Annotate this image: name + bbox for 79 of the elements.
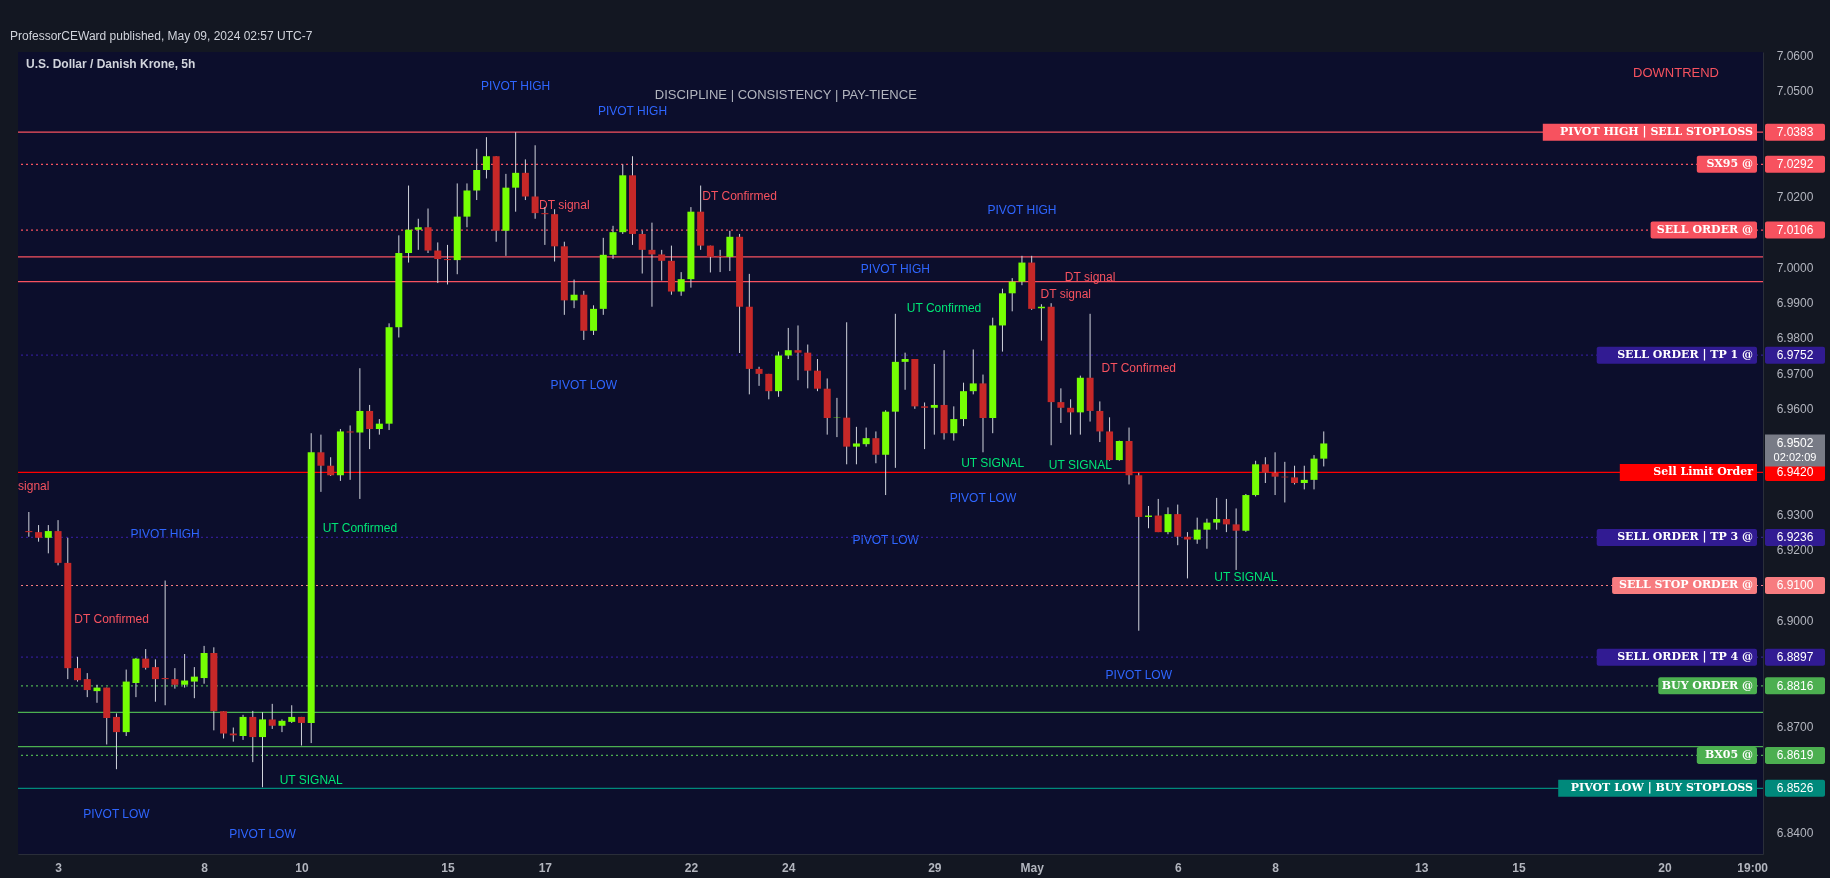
annotation: signal	[18, 478, 50, 493]
annotation: DT Confirmed	[74, 611, 149, 626]
y-tick-label: 6.9600	[1776, 401, 1814, 416]
x-tick-label: 6	[1174, 860, 1182, 875]
y-tick-label: 6.8897	[1776, 650, 1814, 665]
y-tick-label: 7.0500	[1776, 83, 1814, 98]
annotation: DT signal	[1064, 269, 1116, 284]
ref-line-label: BUY ORDER @	[1661, 678, 1753, 692]
annotation: DISCIPLINE | CONSISTENCY | PAY-TIENCE	[654, 87, 918, 102]
ref-line-label: SELL ORDER | TP 1 @	[1617, 348, 1753, 362]
x-tick-label: 10	[295, 860, 309, 875]
y-tick-label: 6.9100	[1776, 578, 1814, 593]
y-tick-label: 7.0106	[1776, 223, 1814, 238]
y-tick-label: 6.8619	[1776, 748, 1814, 763]
x-tick-label: 22	[684, 860, 699, 875]
x-tick-label: 15	[1512, 860, 1526, 875]
y-tick-label: 6.9236	[1776, 530, 1814, 545]
y-tick-label: 6.8700	[1776, 719, 1814, 734]
y-tick-label: 6.8526	[1776, 781, 1814, 796]
y-tick-label: 6.9700	[1776, 366, 1814, 381]
text: 02:02:09	[1773, 451, 1817, 464]
y-tick-label: 6.9000	[1776, 613, 1814, 628]
y-tick-label: 7.0600	[1776, 48, 1814, 63]
y-tick-label: 6.9300	[1776, 507, 1814, 522]
annotation: PIVOT HIGH	[860, 261, 930, 276]
y-tick-label: 6.9502	[1776, 436, 1814, 451]
annotation: DT Confirmed	[1101, 360, 1177, 375]
ref-line-label: SELL STOP ORDER @	[1618, 578, 1753, 592]
annotation: UT SIGNAL	[1048, 457, 1113, 472]
y-tick-label: 6.8400	[1776, 825, 1814, 840]
annotation: DT signal	[1040, 287, 1091, 302]
annotation: PIVOT LOW	[949, 490, 1017, 505]
x-tick-label: 20	[1658, 860, 1673, 875]
annotation: UT Confirmed	[906, 301, 982, 316]
annotation: PIVOT LOW	[852, 532, 920, 547]
x-tick-label: 29	[928, 860, 942, 875]
x-tick-label: May	[1020, 860, 1045, 875]
ref-line-label: SX95 @	[1706, 157, 1753, 171]
annotation: DT Confirmed	[702, 189, 777, 204]
ref-line-label: SELL ORDER | TP 3 @	[1617, 530, 1753, 544]
x-tick-label: 17	[538, 860, 553, 875]
x-tick-label: 19:00	[1737, 860, 1769, 875]
y-tick-label: 6.9420	[1776, 465, 1814, 480]
y-tick-label: 6.8816	[1776, 678, 1814, 693]
annotation: DT signal	[539, 197, 590, 212]
y-tick-label: 7.0292	[1776, 157, 1814, 172]
x-tick-label: 8	[1272, 860, 1280, 875]
annotation: UT SIGNAL	[961, 456, 1025, 471]
annotation: DOWNTREND	[1633, 65, 1719, 80]
y-tick-label: 7.0200	[1776, 189, 1814, 204]
annotation: PIVOT HIGH	[597, 103, 668, 118]
ref-line-label: BX05 @	[1705, 748, 1753, 762]
y-tick-label: 7.0383	[1776, 125, 1814, 140]
x-tick-label: 8	[201, 860, 209, 875]
ref-line-label: Sell Limit Order	[1653, 465, 1754, 479]
x-tick-label: 24	[782, 860, 796, 875]
annotation: PIVOT LOW	[83, 807, 151, 822]
annotation: UT SIGNAL	[1214, 569, 1278, 584]
annotation: UT SIGNAL	[279, 772, 344, 787]
x-tick-label: 15	[441, 860, 455, 875]
y-tick-label: 6.9800	[1776, 331, 1814, 346]
y-tick-label: 6.9900	[1776, 295, 1814, 310]
annotation: PIVOT LOW	[229, 826, 297, 841]
y-tick-label: 6.9752	[1776, 348, 1814, 363]
annotation: UT Confirmed	[322, 521, 398, 536]
annotation: PIVOT LOW	[1105, 668, 1173, 683]
text: ProfessorCEWard published, May 09, 2024 02:57 UTC-7	[10, 29, 313, 43]
x-tick-label: 3	[55, 860, 63, 875]
y-tick-label: 6.9200	[1776, 543, 1814, 558]
ref-line-label: PIVOT LOW | BUY STOPLOSS	[1570, 781, 1754, 795]
annotation: PIVOT LOW	[550, 377, 618, 392]
ref-line-label: SELL ORDER @	[1656, 223, 1753, 237]
x-tick-label: 13	[1414, 860, 1429, 875]
ref-line-label: SELL ORDER | TP 4 @	[1617, 650, 1753, 664]
annotation: PIVOT HIGH	[987, 202, 1057, 217]
y-tick-label: 7.0000	[1776, 260, 1814, 275]
ref-line-label: PIVOT HIGH | SELL STOPLOSS	[1560, 125, 1754, 139]
chart-title: U.S. Dollar / Danish Krone, 5h	[26, 57, 196, 71]
annotation: PIVOT HIGH	[481, 79, 551, 94]
